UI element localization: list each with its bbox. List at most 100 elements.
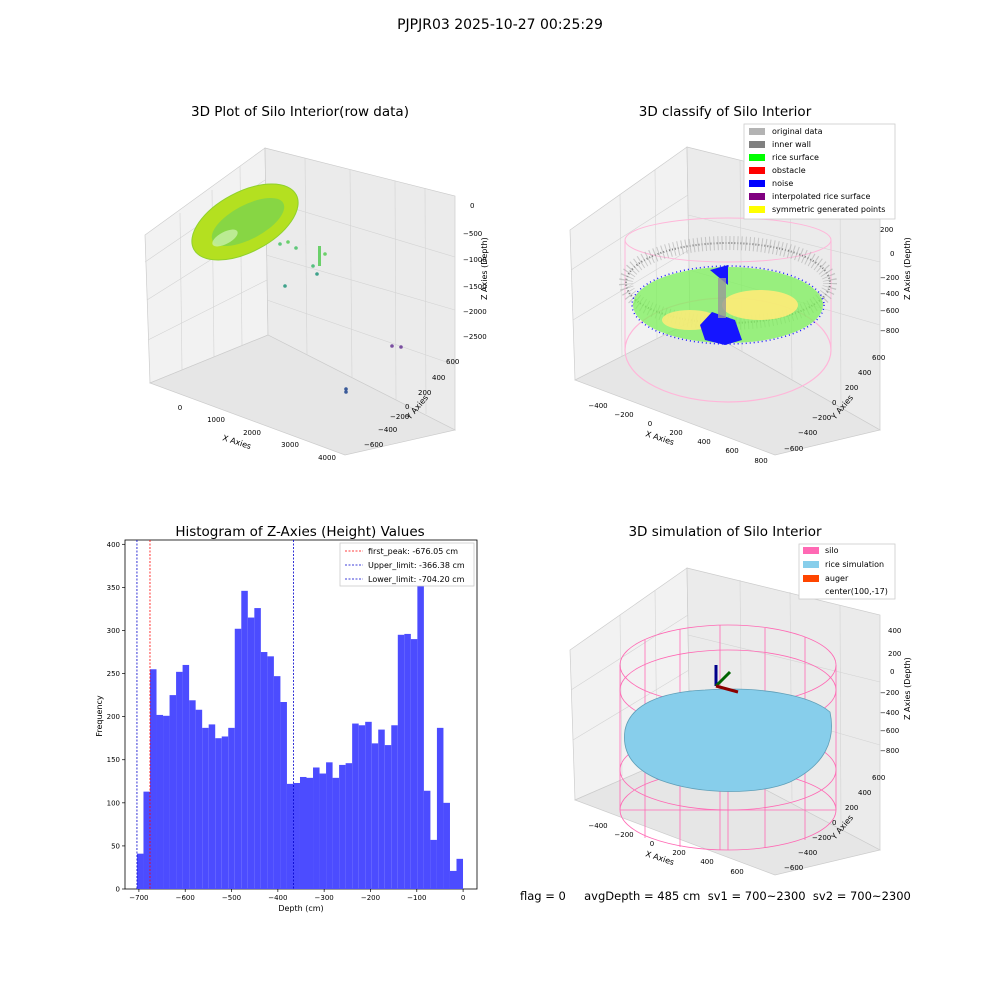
plot4-yticks: 600 400 200 0 −200 −400 −600 <box>784 774 885 872</box>
histogram-bar <box>436 727 444 889</box>
plot1-xtick: 0 <box>178 404 182 412</box>
svg-text:−400: −400 <box>588 822 607 830</box>
plot1-ytick: 200 <box>418 389 431 397</box>
histogram-bar <box>397 634 405 889</box>
histogram-ytick-label: 200 <box>107 713 120 721</box>
legend-label: auger <box>825 574 849 583</box>
histogram-ytick-label: 400 <box>107 541 120 549</box>
legend-label: original data <box>772 127 823 136</box>
plot1-ytick: 0 <box>405 403 409 411</box>
plot1-xticks: 0 1000 2000 3000 4000 <box>178 404 336 462</box>
histogram-xtick-label: −300 <box>315 894 334 902</box>
histogram-bar <box>228 727 235 889</box>
plot1-points <box>191 183 403 394</box>
histogram-xtick-label: −700 <box>129 894 148 902</box>
plot4-auger <box>714 665 739 694</box>
histogram-bar <box>299 776 307 889</box>
svg-text:200: 200 <box>880 226 893 234</box>
histogram-bar <box>378 729 385 889</box>
plot2-zticks: 200 0 −200 −400 −600 −800 <box>880 226 899 335</box>
histogram-xtick-label: 0 <box>461 894 465 902</box>
histogram-xlabel: Depth (cm) <box>278 904 323 913</box>
histogram-bar <box>163 715 170 889</box>
status-line: flag = 0 avgDepth = 485 cm sv1 = 700~230… <box>520 889 911 903</box>
histogram-bar <box>430 839 437 889</box>
svg-text:200: 200 <box>888 650 901 658</box>
svg-text:−600: −600 <box>784 864 803 872</box>
plot1-zlabel: Z Axies (Depth) <box>480 237 489 300</box>
svg-text:0: 0 <box>650 840 654 848</box>
plot2-title: 3D classify of Silo Interior <box>638 104 812 120</box>
svg-text:400: 400 <box>858 789 871 797</box>
histogram-bar <box>456 858 464 889</box>
svg-text:−400: −400 <box>880 709 899 717</box>
plot1-ytick: 600 <box>446 358 459 366</box>
histogram-ytick-label: 100 <box>107 799 120 807</box>
legend-label: silo <box>825 546 839 555</box>
svg-text:600: 600 <box>872 774 885 782</box>
histogram-bar <box>149 669 157 889</box>
histogram-bar <box>202 727 209 889</box>
plot1-axes-box <box>144 147 457 456</box>
plot1-ytick: −400 <box>378 426 397 434</box>
histogram-bar <box>195 709 203 889</box>
histogram-title: Histogram of Z-Axies (Height) Values <box>175 524 425 540</box>
histogram-bars <box>136 561 464 889</box>
histogram-xtick-label: −100 <box>407 894 426 902</box>
svg-text:0: 0 <box>890 250 894 258</box>
plot1-ztick: −1500 <box>463 283 487 291</box>
svg-text:−400: −400 <box>880 290 899 298</box>
legend-label: symmetric generated points <box>772 205 885 214</box>
legend-swatch-silo <box>803 547 819 554</box>
plot4-rice-surface <box>624 688 832 792</box>
histogram-bar <box>384 745 392 889</box>
histogram-bar <box>156 714 164 889</box>
svg-text:400: 400 <box>697 438 710 446</box>
figure-title: PJPJR03 2025-10-27 00:25:29 <box>397 17 603 33</box>
histogram-bar <box>423 790 431 889</box>
legend-label: center(100,-17) <box>825 587 888 596</box>
legend-label: interpolated rice surface <box>772 192 870 201</box>
histogram-bar <box>417 561 424 889</box>
histogram-bar <box>260 652 268 889</box>
plot4-zticks: 400 200 0 −200 −400 −600 −800 <box>880 627 901 755</box>
svg-text:200: 200 <box>845 384 858 392</box>
histogram-bar <box>313 767 320 889</box>
plot2-yticks: 600 400 200 0 −200 −400 −600 <box>784 354 885 453</box>
plot1-ztick: 0 <box>470 202 474 210</box>
legend-label: obstacle <box>772 166 806 175</box>
plot1-ztick: −2000 <box>463 308 487 316</box>
histogram-bar <box>215 738 222 889</box>
histogram-bar <box>254 608 261 889</box>
histogram-bar <box>247 617 255 889</box>
plot1-title: 3D Plot of Silo Interior(row data) <box>191 104 409 120</box>
plot2-zlabel: Z Axies (Depth) <box>903 237 912 300</box>
histogram-bar <box>410 639 418 889</box>
plot2-legend: original data inner wall rice surface ob… <box>743 123 896 220</box>
histogram-bar <box>189 700 196 889</box>
histogram-bar <box>319 773 327 889</box>
legend-label: rice surface <box>772 153 819 162</box>
plot4-title: 3D simulation of Silo Interior <box>628 524 822 540</box>
legend-swatch-symmetric <box>749 206 765 213</box>
histogram-bar <box>365 721 372 889</box>
legend-label-lower-limit: Lower_limit: -704.20 cm <box>368 575 465 584</box>
svg-text:200: 200 <box>672 849 685 857</box>
svg-text:−200: −200 <box>812 414 831 422</box>
plot1-ytick: −600 <box>364 441 383 449</box>
svg-text:600: 600 <box>730 868 743 876</box>
histogram-bar <box>391 725 398 889</box>
histogram-bar <box>169 695 177 889</box>
legend-label: rice simulation <box>825 560 884 569</box>
svg-text:−200: −200 <box>614 411 633 419</box>
svg-text:−600: −600 <box>880 727 899 735</box>
legend-label-upper-limit: Upper_limit: -366.38 cm <box>368 561 465 570</box>
svg-text:−200: −200 <box>880 274 899 282</box>
histogram-ytick-label: 350 <box>107 584 120 592</box>
plot4-xticks: −400 −200 0 200 400 600 <box>588 822 743 876</box>
svg-text:−600: −600 <box>880 307 899 315</box>
plot1-xtick: 4000 <box>318 454 336 462</box>
histogram-bar <box>352 723 359 889</box>
